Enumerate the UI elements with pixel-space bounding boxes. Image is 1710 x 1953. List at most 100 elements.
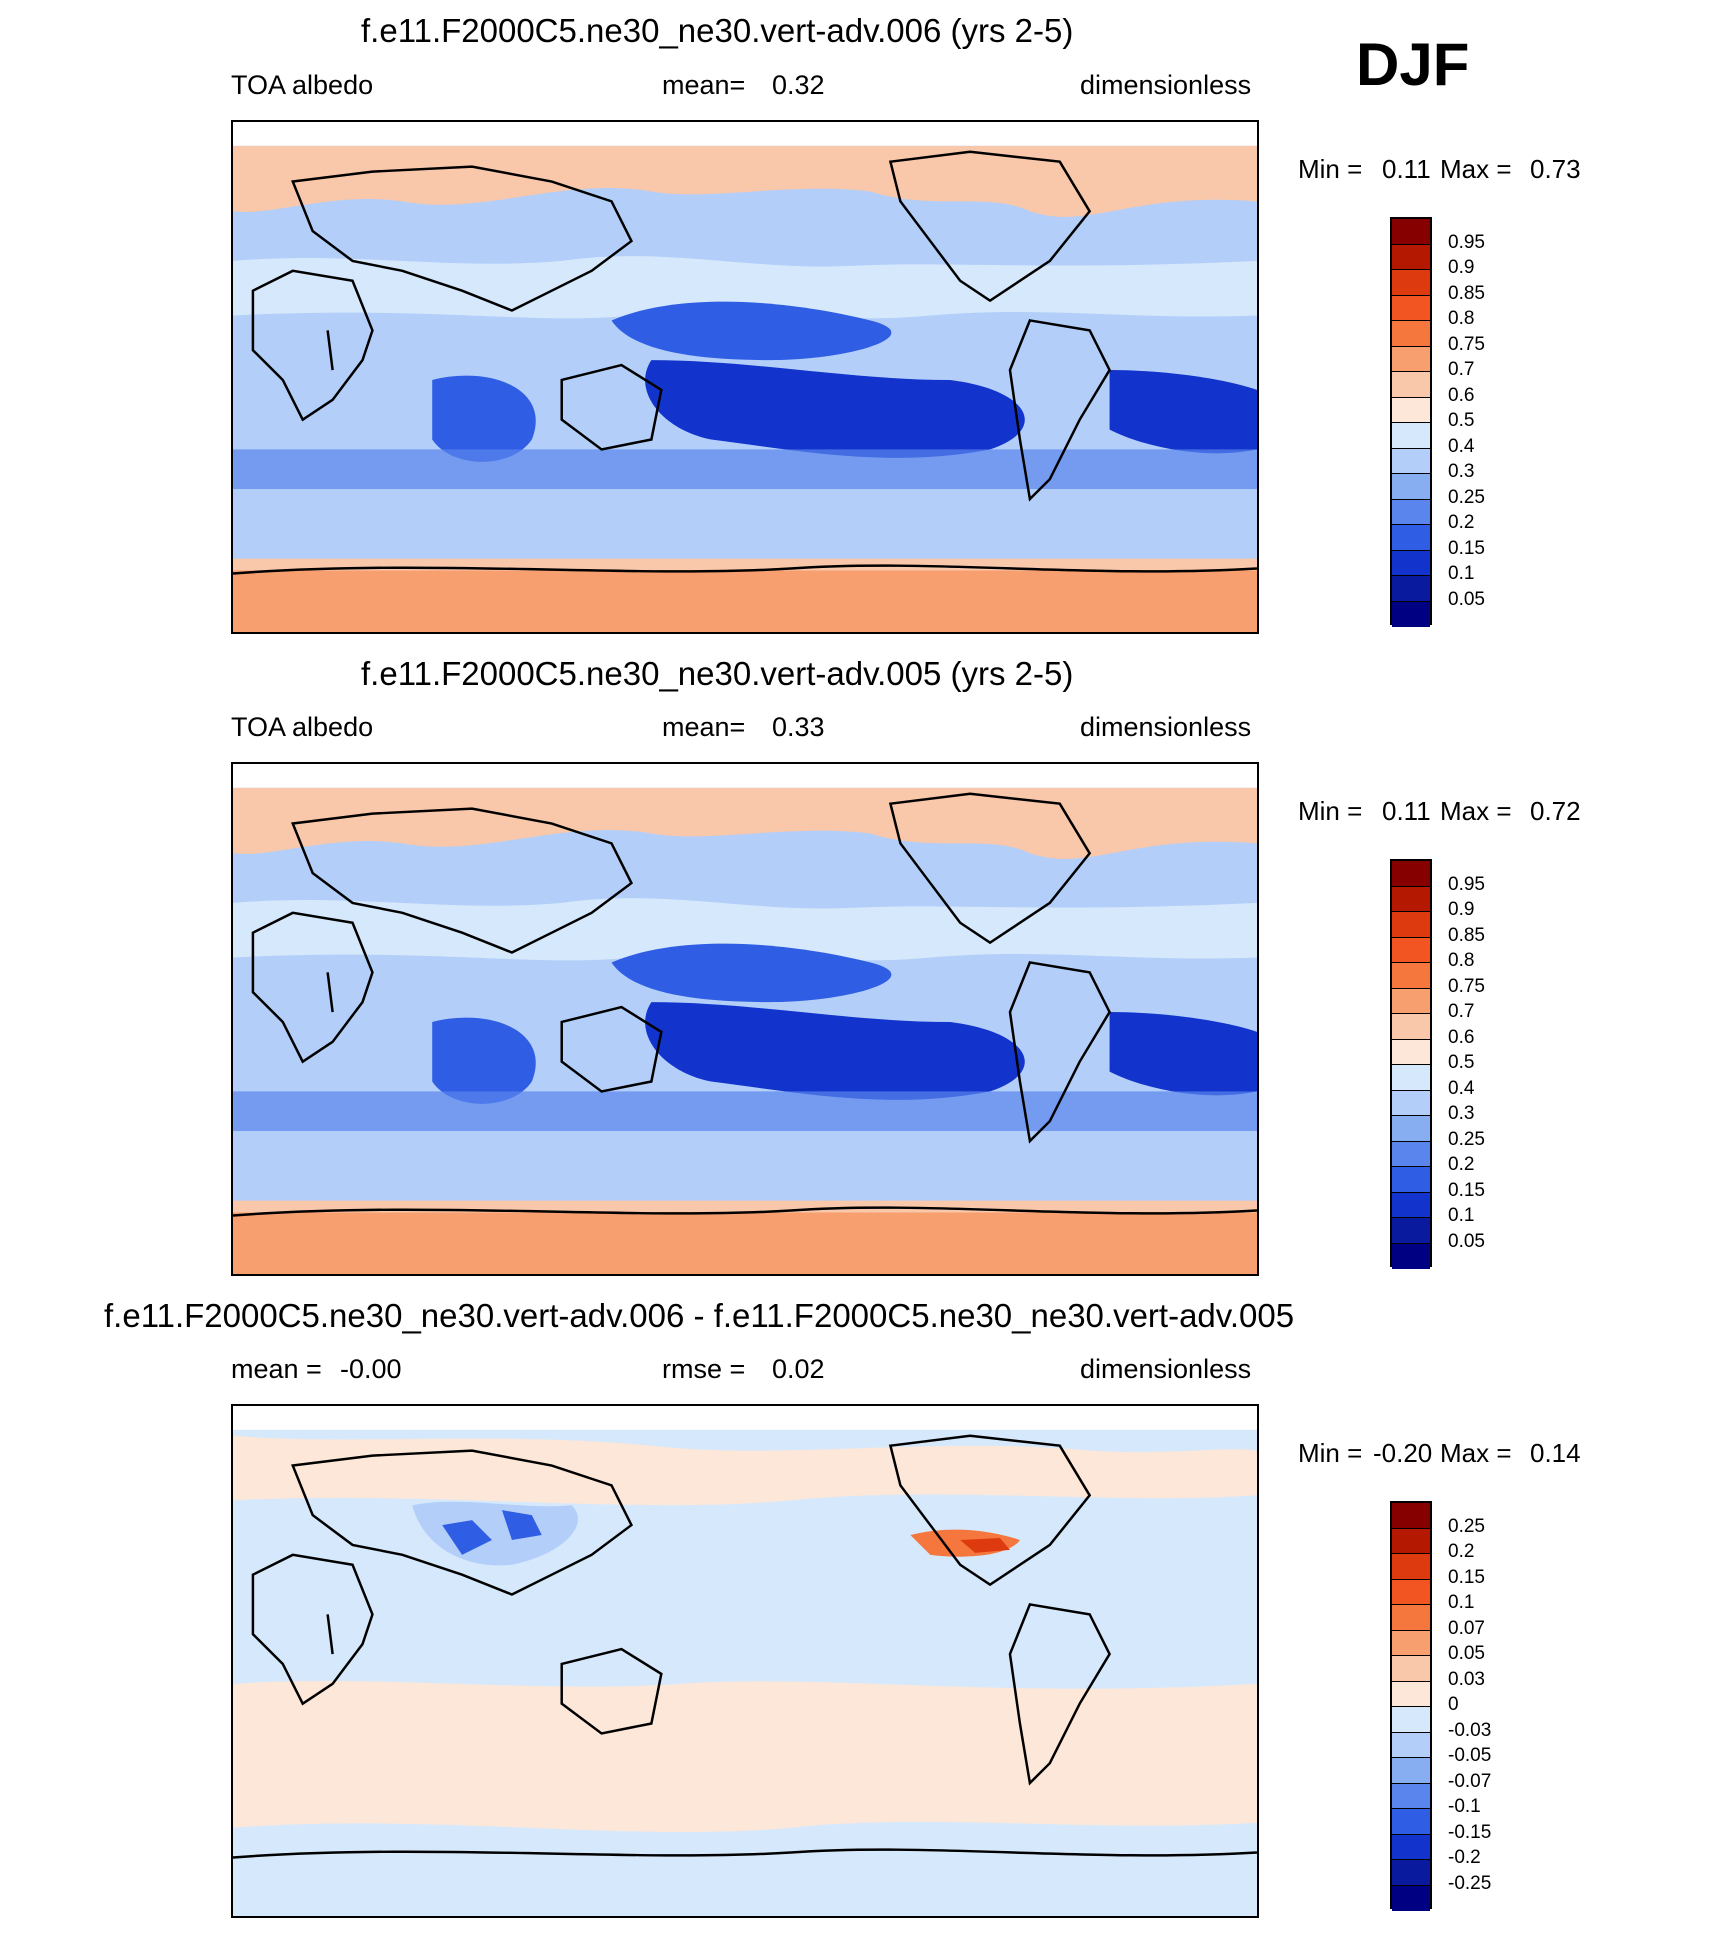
colorbar-tick-label: 0.05 xyxy=(1448,1643,1485,1664)
colorbar-tick-label: 0.15 xyxy=(1448,1179,1485,1201)
colorbar-tick-label: 0.1 xyxy=(1448,563,1475,584)
colorbar-tick-label: 0.05 xyxy=(1448,1230,1485,1252)
colorbar-swatch xyxy=(1392,397,1430,423)
colorbar-tick-label: 0.9 xyxy=(1448,899,1475,920)
colorbar-swatch xyxy=(1392,550,1430,576)
colorbar-tick-label: 0.05 xyxy=(1448,588,1485,610)
colorbar-tick-label: 0.25 xyxy=(1448,486,1485,508)
map-spac-low xyxy=(645,360,1025,458)
panel3-min-value: -0.20 xyxy=(1373,1438,1433,1468)
colorbar-swatch xyxy=(1392,448,1430,474)
map-southern-band xyxy=(233,449,1257,490)
colorbar-tick-label: 0.2 xyxy=(1448,512,1475,533)
panel3-max-value: 0.14 xyxy=(1530,1438,1581,1468)
map-coast-africa xyxy=(251,911,374,1064)
colorbar-swatch xyxy=(1392,1116,1430,1142)
map-coast-africa xyxy=(251,269,374,422)
map-arctic-band xyxy=(233,145,1257,217)
panel3-mean-value: -0.00 xyxy=(340,1354,402,1384)
colorbar-swatch xyxy=(1392,1605,1430,1631)
colorbar-tick-label: 0.8 xyxy=(1448,950,1475,971)
colorbar-tick-label: 0.75 xyxy=(1448,333,1485,355)
colorbar-swatch xyxy=(1392,1834,1430,1860)
colorbar-tick-label: 0.75 xyxy=(1448,975,1485,997)
colorbar-tick-label: 0.95 xyxy=(1448,873,1485,895)
colorbar-swatch xyxy=(1392,912,1430,938)
colorbar-tick-label: 0.85 xyxy=(1448,924,1485,946)
colorbar-tick-label: 0.1 xyxy=(1448,1205,1475,1226)
colorbar-swatch xyxy=(1392,886,1430,912)
colorbar-tick-label: 0.6 xyxy=(1448,1026,1475,1048)
panel1-min-label: Min = xyxy=(1298,154,1363,184)
map-coast-samerica xyxy=(1008,319,1111,502)
map-coast-antarctica xyxy=(233,1206,1257,1217)
colorbar-swatch xyxy=(1392,1090,1430,1116)
map-indian-low xyxy=(432,1017,536,1104)
diff-asia-neg xyxy=(412,1501,578,1566)
colorbar-tick-label: -0.03 xyxy=(1448,1719,1492,1741)
colorbar-swatch xyxy=(1392,1732,1430,1758)
panel2-variable: TOA albedo xyxy=(231,712,374,742)
map-coast-africa xyxy=(251,1553,374,1706)
colorbar-swatch xyxy=(1392,1681,1430,1707)
colorbar-swatch xyxy=(1392,295,1430,321)
panel3-rmse-value: 0.02 xyxy=(772,1354,825,1384)
map-missing-north xyxy=(233,122,1257,146)
colorbar-tick-label: 0.15 xyxy=(1448,1566,1485,1588)
panel1-units: dimensionless xyxy=(1080,70,1252,100)
colorbar-tick-label: 0.85 xyxy=(1448,282,1485,304)
colorbar-swatch xyxy=(1392,270,1430,296)
map-antarctica xyxy=(233,562,1257,632)
map-npac-low xyxy=(611,301,892,361)
colorbar-swatch xyxy=(1392,1758,1430,1784)
panel2-map xyxy=(231,762,1259,1276)
colorbar-swatch xyxy=(1392,1554,1430,1580)
colorbar-swatch xyxy=(1392,1579,1430,1605)
season-label: DJF xyxy=(1356,31,1470,98)
colorbar-tick-label: 0.15 xyxy=(1448,537,1485,559)
panel3-rmse-label: rmse = xyxy=(662,1354,746,1384)
map-coast-australia xyxy=(560,363,663,451)
panel1-variable: TOA albedo xyxy=(231,70,374,100)
colorbar-swatch xyxy=(1392,525,1430,551)
colorbar-swatch xyxy=(1392,1885,1430,1911)
colorbar-swatch xyxy=(1392,1809,1430,1835)
panel1-max-label: Max = xyxy=(1440,154,1512,184)
panel1-colorbar xyxy=(1390,217,1432,627)
panel2-max-label: Max = xyxy=(1440,796,1512,826)
map-southern-ocean xyxy=(233,489,1257,559)
map-satl-low xyxy=(1109,370,1257,454)
map-npac-low xyxy=(611,943,892,1003)
colorbar-tick-label: 0.4 xyxy=(1448,435,1475,457)
colorbar-swatch xyxy=(1392,372,1430,398)
colorbar-swatch xyxy=(1392,937,1430,963)
colorbar-swatch xyxy=(1392,1656,1430,1682)
colorbar-tick-label: 0.95 xyxy=(1448,231,1485,253)
diff-namerica-strong-pos xyxy=(960,1537,1010,1553)
panel3-mean-label: mean = xyxy=(231,1354,322,1384)
colorbar-swatch xyxy=(1392,1707,1430,1733)
colorbar-tick-label: -0.1 xyxy=(1448,1796,1481,1817)
panel1-max-value: 0.73 xyxy=(1530,154,1581,184)
colorbar-swatch xyxy=(1392,1039,1430,1065)
panel1-title: f.e11.F2000C5.ne30_ne30.vert-adv.006 (yr… xyxy=(361,12,1074,49)
colorbar-tick-label: 0.07 xyxy=(1448,1617,1485,1639)
colorbar-swatch xyxy=(1392,474,1430,500)
map-coast-eurasia xyxy=(291,165,634,312)
colorbar-swatch xyxy=(1392,346,1430,372)
map-coast-antarctica xyxy=(233,1848,1257,1859)
map-subtropic-band xyxy=(233,256,1257,319)
colorbar-swatch xyxy=(1392,1503,1430,1529)
panel3-map-svg xyxy=(233,1406,1257,1916)
colorbar-tick-label: -0.05 xyxy=(1448,1745,1492,1766)
panel1-min-value: 0.11 xyxy=(1382,154,1431,184)
panel2-min-label: Min = xyxy=(1298,796,1363,826)
panel2-mean-label: mean= xyxy=(662,712,746,742)
colorbar-tick-label: 0.25 xyxy=(1448,1128,1485,1150)
colorbar-swatch xyxy=(1392,1630,1430,1656)
colorbar-tick-label: 0 xyxy=(1448,1694,1459,1715)
colorbar-tick-label: 0.6 xyxy=(1448,384,1475,406)
colorbar-tick-label: -0.15 xyxy=(1448,1821,1492,1843)
diff-missing-north xyxy=(233,1406,1257,1430)
colorbar-tick-label: 0.7 xyxy=(1448,359,1475,380)
